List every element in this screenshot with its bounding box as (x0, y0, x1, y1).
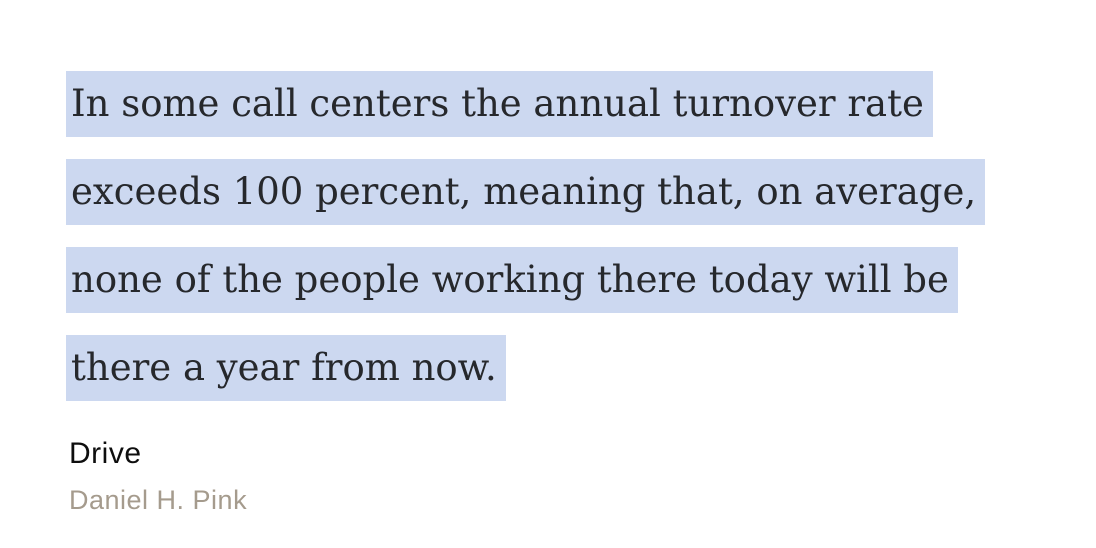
quote-line: In some call centers the annual turnover… (66, 71, 933, 137)
quote-line-row: none of the people working there today w… (66, 247, 1056, 335)
quote-line: exceeds 100 percent, meaning that, on av… (66, 159, 986, 225)
book-author: Daniel H. Pink (69, 485, 248, 515)
quote-card: In some call centers the annual turnover… (66, 71, 1056, 516)
source-attribution: Drive Daniel H. Pink (69, 437, 1056, 516)
quote-line-row: there a year from now. (66, 335, 1056, 423)
quote-line-row: In some call centers the annual turnover… (66, 71, 1056, 159)
quote-line: none of the people working there today w… (66, 247, 958, 313)
quote-line-row: exceeds 100 percent, meaning that, on av… (66, 159, 1056, 247)
quote-line: there a year from now. (66, 335, 506, 401)
book-title: Drive (69, 437, 142, 470)
highlighted-quote: In some call centers the annual turnover… (66, 71, 1056, 423)
